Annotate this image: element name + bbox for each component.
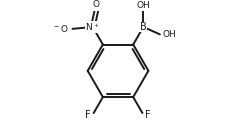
Text: OH: OH (163, 30, 176, 39)
Text: B: B (140, 22, 147, 32)
Text: F: F (145, 110, 151, 120)
Text: $^-$O: $^-$O (52, 23, 69, 34)
Text: O: O (93, 0, 100, 9)
Text: N$^+$: N$^+$ (85, 21, 100, 33)
Text: OH: OH (137, 1, 150, 10)
Text: F: F (85, 110, 91, 120)
